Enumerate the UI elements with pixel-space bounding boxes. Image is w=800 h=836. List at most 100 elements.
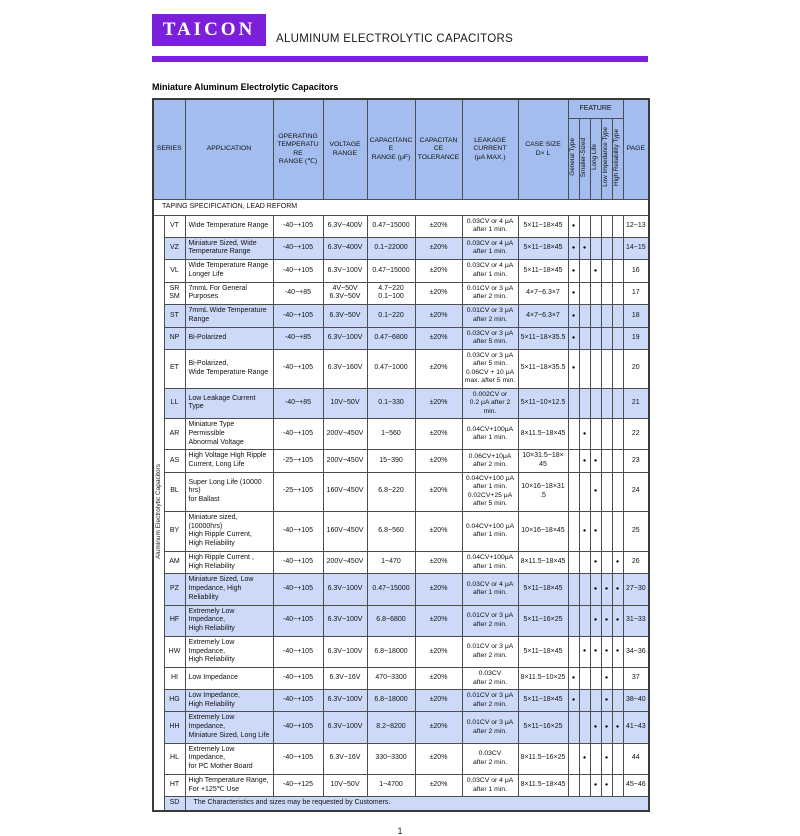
cell-leakage-current: 0.01CV or 3 μA after 2 min. [461,281,519,306]
series-row-VL: VL Wide Temperature Range Longer Life -40~… [153,259,650,283]
cell-temp-range: -40~+105 [272,667,324,690]
page-number: 1 [397,826,403,836]
cell-tolerance: ±20% [414,418,463,451]
cell-case-size: 8×11.5~18×45 [517,550,569,575]
cell-series: HT [163,773,186,798]
cell-case-size: 5×11~16×25 [517,604,569,637]
cell-feature-dot-3 [600,236,613,261]
cell-capacitance-range: 1~4700 [366,773,416,798]
cell-feature-dot-4 [611,510,624,552]
cell-capacitance-range: 0.47~15000 [366,259,416,283]
cell-capacitance-range: 0.47~15000 [366,573,416,606]
cell-feature-dot-2: ● [589,773,602,798]
cell-capacitance-range: 330~3300 [366,742,416,775]
series-spec-table: SERIES APPLICATION OPERATING TEMPERATURE R… [152,98,651,813]
series-row-NP: NP Bi-Polarized -40~+85 6.3V~100V 0.47~6800 ±… [153,326,650,350]
cell-application: Low Impedance [184,667,274,690]
cell-voltage-range: 6.3V~100V [322,573,368,606]
cell-feature-dot-1 [578,471,591,512]
cell-capacitance-range: 8.2~8200 [366,711,416,744]
cell-case-size: 4×7~6.3×7 [517,304,569,328]
series-row-AR: AR Miniature Type Permissible Abnormal Vo… [153,418,650,451]
cell-tolerance: ±20% [414,236,463,261]
cell-series: LL [163,387,186,420]
cell-capacitance-range: 1~470 [366,550,416,575]
cell-feature-dot-2 [589,326,602,350]
cell-voltage-range: 6.3V~100V [322,326,368,350]
cell-feature-dot-2: ● [589,449,602,473]
cell-leakage-current: 0.04CV+100 μA after 1 min. 0.02CV+25 μA … [461,471,519,512]
cell-tolerance: ±20% [414,281,463,306]
cell-series: SD [163,796,186,812]
cell-feature-dot-3 [600,281,613,306]
cell-feature-dot-3 [600,471,613,512]
cell-feature-dot-2: ● [589,471,602,512]
cell-page: 25 [622,510,650,552]
cell-leakage-current: 0.01CV or 3 μA after 2 min. [461,711,519,744]
cell-feature-dot-4 [611,236,624,261]
cell-case-size: 10×16~18×31.5 [517,471,569,512]
cell-page: 22 [622,418,650,451]
cell-feature-dot-1 [578,667,591,690]
cell-feature-dot-3: ● [600,667,613,690]
col-header-tolerance: CAPACITANCE TOLERANCE [414,98,463,200]
cell-tolerance: ±20% [414,573,463,606]
col-header-feature-2: Long Life [589,118,602,200]
cell-page: 41~43 [622,711,650,744]
cell-leakage-current: 0.03CV or 4 μA after 1 min. [461,214,519,238]
cell-temp-range: -25~+105 [272,471,324,512]
cell-case-size: 5×11~18×45 [517,688,569,713]
cell-leakage-current: 0.03CV or 4 μA after 1 min. [461,236,519,261]
series-row-ST: ST 7mmL Wide Temperature Range -40~+105 6.3… [153,304,650,328]
cell-leakage-current: 0.01CV or 3 μA after 2 min. [461,635,519,669]
brand-logo-text: TAICON [162,19,256,40]
cell-feature-dot-3: ● [600,711,613,744]
cell-series: AM [163,550,186,575]
cell-feature-dot-4 [611,667,624,690]
cell-tolerance: ±20% [414,510,463,552]
col-header-leakage-current: LEAKAGE CURRENT (μA MAX.) [461,98,519,200]
cell-series: HH [163,711,186,744]
cell-feature-dot-1 [578,773,591,798]
cell-feature-dot-1 [578,387,591,420]
datasheet-page: TAICON ALUMINUM ELECTROLYTIC CAPACITORS … [152,14,651,836]
cell-feature-dot-2: ● [589,573,602,606]
cell-temp-range: -40~+105 [272,214,324,238]
cell-feature-dot-2 [589,236,602,261]
cell-series: AR [163,418,186,451]
cell-capacitance-range: 6.8~18000 [366,688,416,713]
cell-series: ET [163,348,186,389]
feature-column-label: Smaller-Sized [580,137,588,177]
cell-tolerance: ±20% [414,304,463,328]
cell-feature-dot-2 [589,667,602,690]
cell-feature-dot-2 [589,418,602,451]
cell-series: VT [163,214,186,238]
cell-feature-dot-1: ● [578,236,591,261]
cell-voltage-range: 6.3V~100V [322,635,368,669]
cell-page: 20 [622,348,650,389]
cell-voltage-range: 6.3V~100V [322,711,368,744]
cell-series: HG [163,688,186,713]
series-row-SD: SD The Characteristics and sizes may be r… [153,796,650,812]
cell-feature-dot-1 [578,688,591,713]
cell-sd-note: The Characteristics and sizes may be req… [184,796,650,812]
series-row-BL: BL Super Long Life (10000 hrs) for Ballas… [153,471,650,512]
cell-feature-dot-3 [600,348,613,389]
product-line-title: ALUMINUM ELECTROLYTIC CAPACITORS [276,33,514,45]
cell-feature-dot-4 [611,304,624,328]
cell-feature-dot-0: ● [567,326,580,350]
cell-temp-range: -40~+105 [272,510,324,552]
cell-feature-dot-1: ● [578,510,591,552]
cell-feature-dot-0 [567,387,580,420]
page-title: Miniature Aluminum Electrolytic Capacito… [152,82,339,92]
cell-feature-dot-3 [600,387,613,420]
cell-application: Extremely Low Impedance, for PC Mother B… [184,742,274,775]
cell-feature-dot-0 [567,711,580,744]
cell-feature-dot-2: ● [589,550,602,575]
cell-series: AS [163,449,186,473]
cell-feature-dot-1 [578,550,591,575]
category-side-label-text: Aluminum Electrolytic Capacitors [154,463,162,559]
cell-feature-dot-0 [567,550,580,575]
series-row-BY: BY Miniature sized, (10000hrs) High Rippl… [153,510,650,552]
cell-application: Low Impedance, High Reliability [184,688,274,713]
